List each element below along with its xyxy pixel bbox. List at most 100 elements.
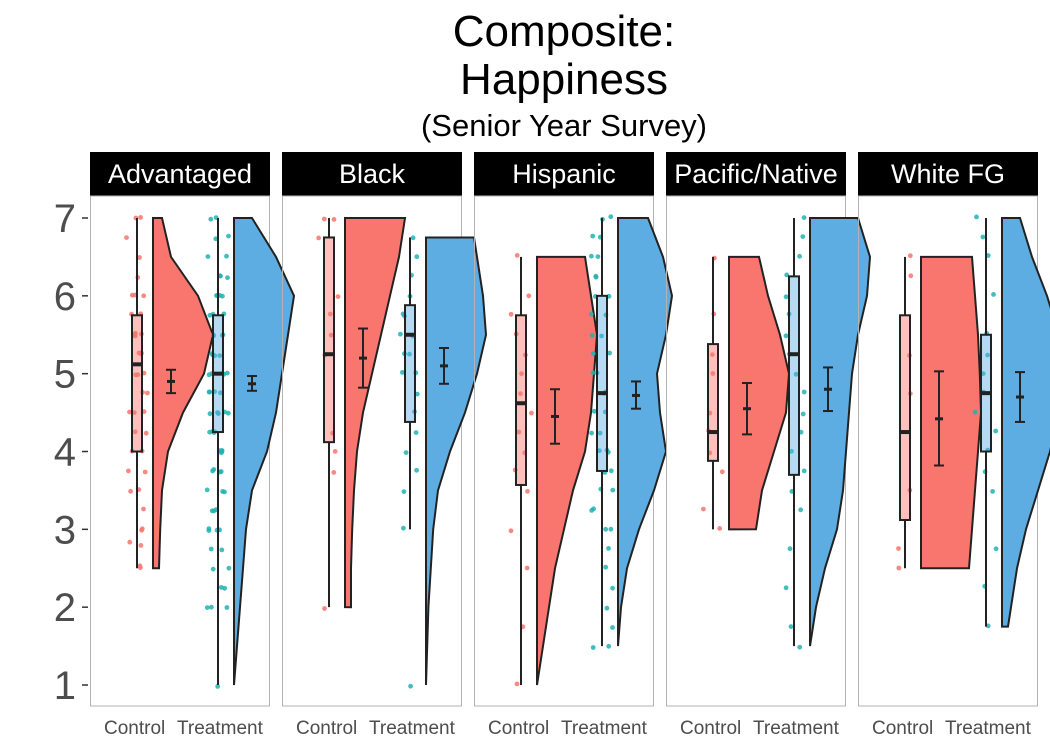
- x-tick-label-treatment: Treatment: [369, 718, 456, 739]
- data-point: [610, 625, 615, 630]
- data-point: [133, 330, 138, 336]
- data-point: [127, 409, 132, 415]
- data-point: [710, 371, 716, 376]
- data-point: [588, 311, 594, 317]
- box: [515, 314, 527, 486]
- data-point: [896, 565, 902, 571]
- data-point: [141, 506, 146, 512]
- box: [404, 304, 416, 423]
- box: [596, 294, 608, 472]
- data-point: [993, 546, 999, 552]
- data-point: [516, 429, 522, 435]
- data-point: [210, 566, 216, 572]
- data-point: [331, 470, 337, 475]
- control-group: [896, 253, 983, 571]
- data-point: [224, 605, 230, 610]
- box: [131, 314, 143, 453]
- data-point: [590, 645, 596, 650]
- control-group: [124, 215, 215, 571]
- data-point: [787, 546, 793, 552]
- data-point: [398, 331, 403, 337]
- treatment-group: [972, 214, 1050, 629]
- data-point: [226, 233, 231, 239]
- data-point: [207, 429, 213, 435]
- data-point: [608, 214, 614, 220]
- facet-strip: [282, 152, 462, 196]
- chart-title: Composite: Happiness (Senior Year Survey…: [421, 7, 707, 143]
- data-point: [908, 273, 914, 279]
- data-point: [414, 254, 420, 260]
- x-tick-label-control: Control: [680, 718, 741, 739]
- data-point: [137, 255, 142, 260]
- facet-strip-label: Pacific/Native: [674, 159, 838, 189]
- treatment-group: [588, 214, 674, 650]
- data-point: [401, 525, 406, 531]
- data-point: [606, 546, 611, 551]
- y-tick-label: 1: [54, 664, 76, 708]
- data-point: [217, 353, 223, 358]
- data-point: [206, 372, 212, 378]
- data-point: [124, 235, 129, 241]
- data-point: [589, 253, 594, 259]
- box: [899, 314, 911, 521]
- data-point: [401, 489, 407, 494]
- data-point: [125, 468, 131, 474]
- data-point: [529, 410, 534, 416]
- data-point: [610, 585, 615, 591]
- y-tick-label: 6: [54, 275, 76, 319]
- facet-strip: [666, 152, 846, 196]
- facet-strip: [858, 152, 1038, 196]
- data-point: [219, 448, 225, 454]
- data-point: [590, 351, 596, 356]
- y-tick-label: 2: [54, 586, 76, 630]
- treatment-group: [204, 215, 296, 689]
- data-point: [610, 487, 616, 493]
- data-point: [410, 235, 416, 241]
- y-tick-label: 5: [54, 353, 76, 397]
- x-tick-label-treatment: Treatment: [561, 718, 648, 739]
- y-tick-label: 3: [54, 508, 76, 552]
- data-point: [783, 585, 789, 591]
- data-point: [138, 215, 144, 220]
- data-point: [403, 450, 409, 455]
- data-point: [222, 489, 227, 495]
- data-point: [608, 526, 614, 532]
- data-point: [589, 333, 595, 338]
- data-point: [138, 543, 144, 548]
- data-point: [145, 390, 150, 396]
- data-point: [322, 606, 327, 611]
- data-point: [206, 526, 212, 531]
- data-point: [990, 489, 995, 494]
- data-point: [224, 253, 229, 259]
- data-point: [414, 391, 420, 397]
- panel-white-fg: White FG Control Treatment: [858, 152, 1050, 739]
- x-tick-label-treatment: Treatment: [945, 718, 1032, 739]
- panel-black: Black Control Treatment: [282, 152, 488, 739]
- x-tick-label-treatment: Treatment: [177, 718, 264, 739]
- panel-pacific-native: Pacific/Native Control Treatment: [666, 152, 872, 739]
- data-point: [801, 389, 807, 395]
- data-point: [710, 352, 715, 357]
- data-point: [209, 508, 215, 514]
- data-point: [972, 409, 978, 415]
- treatment-group: [783, 215, 872, 650]
- treatment-group: [398, 235, 488, 689]
- control-group: [508, 253, 599, 687]
- title-line-3: (Senior Year Survey): [421, 108, 707, 143]
- data-point: [784, 272, 790, 278]
- data-point: [328, 332, 334, 338]
- data-point: [131, 410, 137, 415]
- data-point: [224, 370, 230, 376]
- x-tick-label-treatment: Treatment: [753, 718, 840, 739]
- data-point: [793, 371, 799, 377]
- data-point: [225, 275, 230, 281]
- data-point: [717, 526, 723, 531]
- data-point: [407, 351, 412, 357]
- data-point: [143, 430, 149, 436]
- data-point: [599, 333, 604, 339]
- data-point: [590, 370, 596, 376]
- data-point: [514, 681, 520, 687]
- panel-border: [282, 195, 462, 707]
- data-point: [400, 370, 405, 375]
